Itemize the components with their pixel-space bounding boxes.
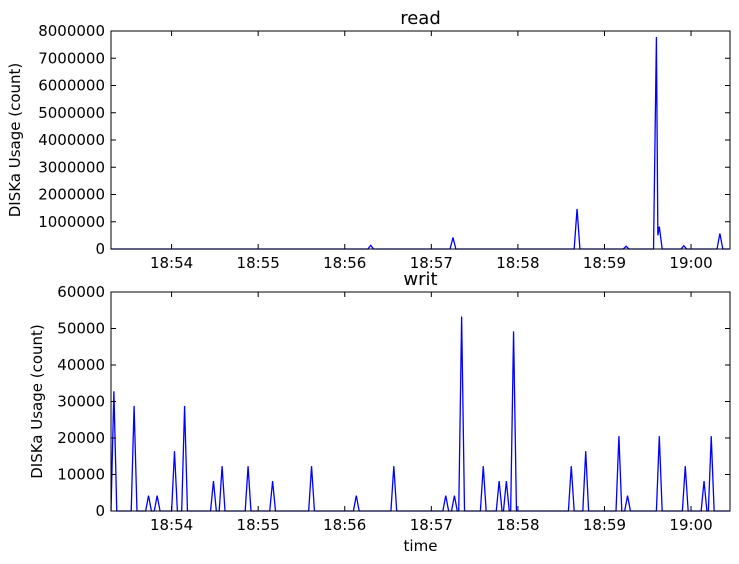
- writ-panel: writ 0 10000 20000 30000 40000 50000 60000 18:54…: [28, 269, 731, 555]
- chart-title: writ: [403, 269, 437, 290]
- x-tick-label: 18:57: [410, 254, 453, 272]
- y-tick-label: 60000: [57, 283, 105, 301]
- y-tick-label: 2000000: [38, 186, 105, 204]
- x-tick-label: 18:56: [323, 516, 366, 534]
- x-tick-label: 18:59: [583, 254, 626, 272]
- read-panel: read 0 1000000 2000000 3000000 4000000 5000000…: [6, 8, 731, 272]
- axes-frame: [110, 30, 731, 250]
- x-axis-label: time: [404, 537, 438, 555]
- y-tick-label: 4000000: [38, 131, 105, 149]
- y-axis-label: DISKa Usage (count): [28, 324, 46, 479]
- y-tick-label: 50000: [57, 320, 105, 338]
- y-tick-label: 3000000: [38, 158, 105, 176]
- axes-frame: [110, 291, 731, 512]
- x-tick-label: 19:00: [669, 516, 712, 534]
- chart-title: read: [400, 8, 441, 29]
- y-tick-label: 5000000: [38, 104, 105, 122]
- y-tick-label: 0: [95, 240, 105, 258]
- y-tick-label: 1000000: [38, 213, 105, 231]
- x-tick-label: 18:56: [323, 254, 366, 272]
- x-tick-label: 18:58: [496, 516, 539, 534]
- y-tick-label: 40000: [57, 356, 105, 374]
- y-tick-label: 10000: [57, 466, 105, 484]
- series-line: [111, 36, 730, 250]
- y-tick-label: 8000000: [38, 22, 105, 40]
- x-tick-label: 18:59: [583, 516, 626, 534]
- y-tick-label: 7000000: [38, 49, 105, 67]
- y-tick-label: 6000000: [38, 77, 105, 95]
- x-tick-label: 18:54: [150, 254, 193, 272]
- x-tick-label: 18:57: [410, 516, 453, 534]
- y-tick-label: 30000: [57, 393, 105, 411]
- x-tick-label: 18:58: [496, 254, 539, 272]
- series-line: [110, 316, 730, 512]
- y-tick-label: 20000: [57, 429, 105, 447]
- x-tick-label: 19:00: [669, 254, 712, 272]
- x-tick-label: 18:54: [150, 516, 193, 534]
- x-tick-label: 18:55: [237, 516, 280, 534]
- y-axis-label: DISKa Usage (count): [6, 63, 24, 218]
- x-tick-label: 18:55: [237, 254, 280, 272]
- y-tick-label: 0: [95, 502, 105, 520]
